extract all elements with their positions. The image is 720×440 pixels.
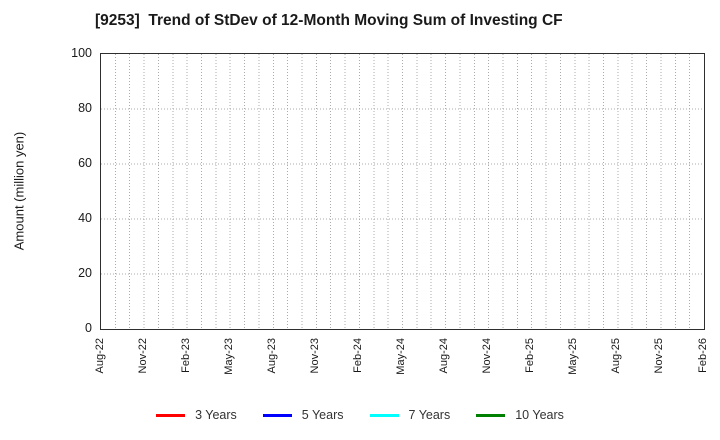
gridlines-svg [101, 54, 704, 329]
legend-label: 7 Years [408, 408, 451, 422]
legend-line-icon [262, 413, 292, 417]
legend-item-5-years: 5 Years [262, 408, 344, 422]
y-tick-label: 80 [78, 101, 92, 115]
legend-label: 5 Years [301, 408, 344, 422]
legend-item-7-years: 7 Years [369, 408, 451, 422]
x-tick-label: May-24 [395, 338, 407, 375]
x-tick-label: Feb-24 [351, 338, 364, 373]
x-tick-label: May-25 [567, 338, 580, 375]
y-tick-label: 20 [78, 266, 92, 280]
legend: 3 Years 5 Years 7 Years 10 Years [0, 404, 720, 426]
x-tick-label: Aug-24 [438, 338, 451, 374]
y-tick-label: 100 [71, 46, 92, 60]
x-tick-label: Aug-23 [265, 338, 278, 374]
legend-line-icon [369, 413, 399, 417]
x-tick-label: Nov-22 [136, 338, 149, 374]
y-tick-label: 60 [78, 156, 92, 170]
x-tick-label: Nov-25 [653, 338, 666, 374]
chart-title: [9253] Trend of StDev of 12-Month Moving… [95, 12, 563, 29]
y-tick-label: 0 [85, 321, 92, 335]
legend-item-10-years: 10 Years [476, 408, 564, 422]
legend-label: 3 Years [195, 408, 237, 422]
y-tick-label: 40 [78, 211, 92, 225]
plot-area [100, 53, 705, 330]
legend-line-icon [476, 413, 506, 417]
legend-item-3-years: 3 Years [156, 408, 237, 422]
y-axis-label: Amount (million yen) [11, 131, 27, 251]
x-tick-label: Nov-24 [481, 338, 494, 374]
legend-label: 10 Years [515, 408, 564, 422]
x-tick-label: Nov-23 [308, 338, 321, 374]
x-tick-label: Aug-25 [610, 338, 623, 374]
x-tick-label: Aug-22 [93, 338, 106, 374]
legend-line-icon [156, 413, 186, 417]
x-tick-label: Feb-23 [179, 338, 192, 373]
x-tick-label: Feb-25 [524, 338, 537, 373]
x-tick-label: May-23 [222, 338, 235, 375]
x-tick-label: Feb-26 [696, 338, 709, 373]
